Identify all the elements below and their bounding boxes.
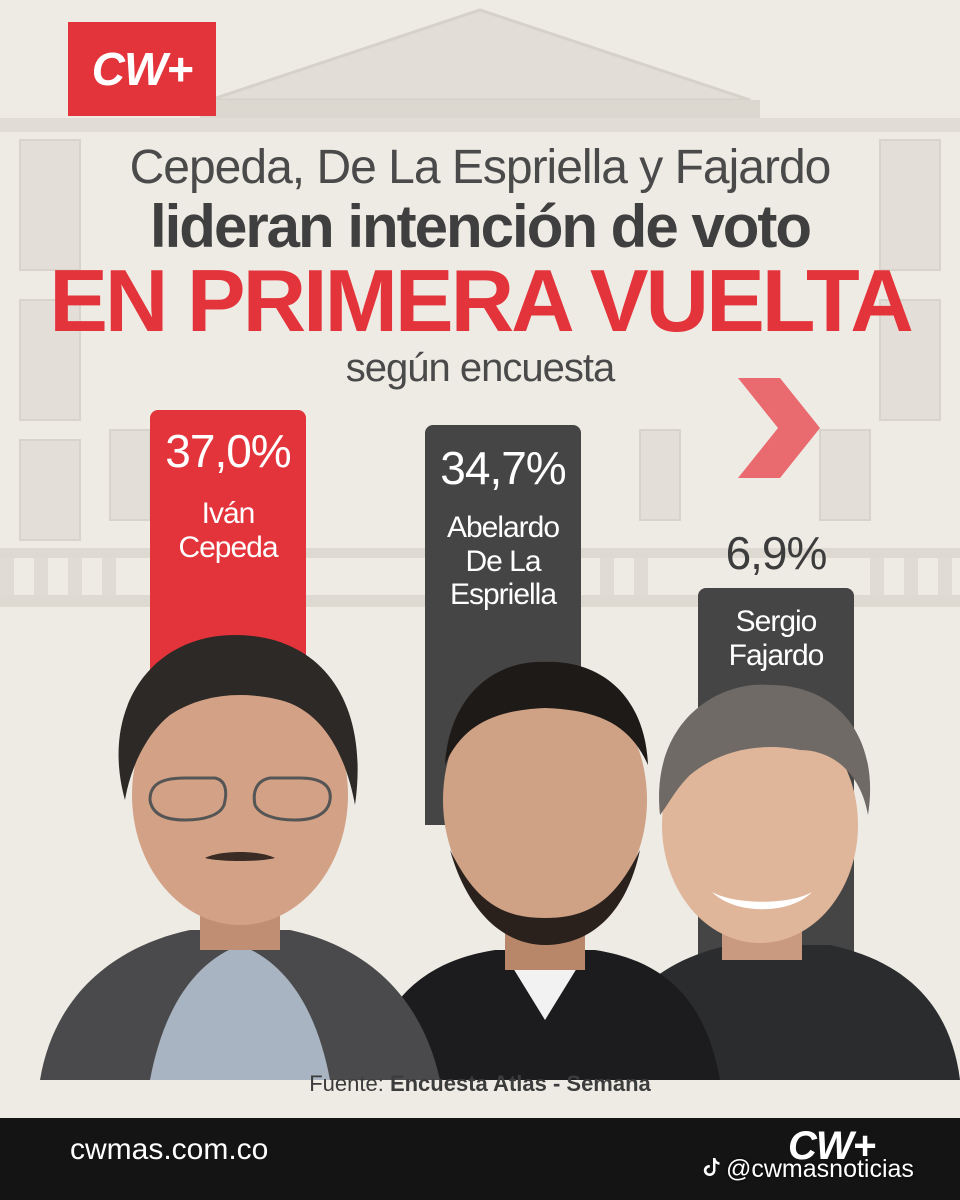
portrait-de-la-espriella [365, 661, 720, 1080]
candidate-label-line: Fajardo [728, 638, 825, 672]
candidate-portraits [40, 635, 960, 1080]
value-label-de-la-espriella: 34,7% [440, 442, 566, 494]
footer-bar [0, 1118, 960, 1200]
candidate-label-line: Cepeda [178, 530, 278, 564]
source-prefix: Fuente: [309, 1071, 384, 1096]
source-name: Encuesta Atlas - Semana [389, 1071, 651, 1096]
headline-line-4: según encuesta [345, 346, 615, 390]
tiktok-icon [703, 1158, 720, 1176]
source-caption: Fuente: Encuesta Atlas - Semana [0, 1071, 960, 1097]
candidate-label-line: Abelardo [446, 511, 560, 544]
portrait-cepeda [40, 635, 440, 1080]
value-label-fajardo: 6,9% [725, 527, 828, 579]
candidate-label-line: De La [465, 544, 541, 578]
candidate-label-line: Iván [201, 497, 256, 530]
candidate-label-line: Espriella [449, 578, 557, 612]
social-handle-text: @cwmasnoticias [726, 1155, 914, 1183]
footer-logo: CW+ [788, 1124, 876, 1168]
social-handle[interactable]: @cwmasnoticias [702, 1155, 914, 1184]
candidate-label-fajardo: Sergio Fajardo [676, 605, 876, 672]
candidate-label-de-la-espriella: Abelardo De La Espriella [403, 511, 603, 612]
candidate-label-cepeda: Iván Cepeda [128, 497, 328, 564]
cw-plus-logo: CW+ [68, 22, 216, 116]
website-link[interactable]: cwmas.com.co [70, 1133, 269, 1166]
headline-line-3: EN PRIMERA VUELTA [49, 251, 914, 350]
logo-text: CW+ [91, 43, 193, 95]
value-label-cepeda: 37,0% [165, 425, 291, 477]
headline-line-1: Cepeda, De La Espriella y Fajardo [129, 141, 832, 194]
chevron-right-icon [738, 378, 820, 478]
candidate-label-line: Sergio [735, 605, 818, 638]
headline-line-2: lideran intención de voto [149, 193, 812, 260]
